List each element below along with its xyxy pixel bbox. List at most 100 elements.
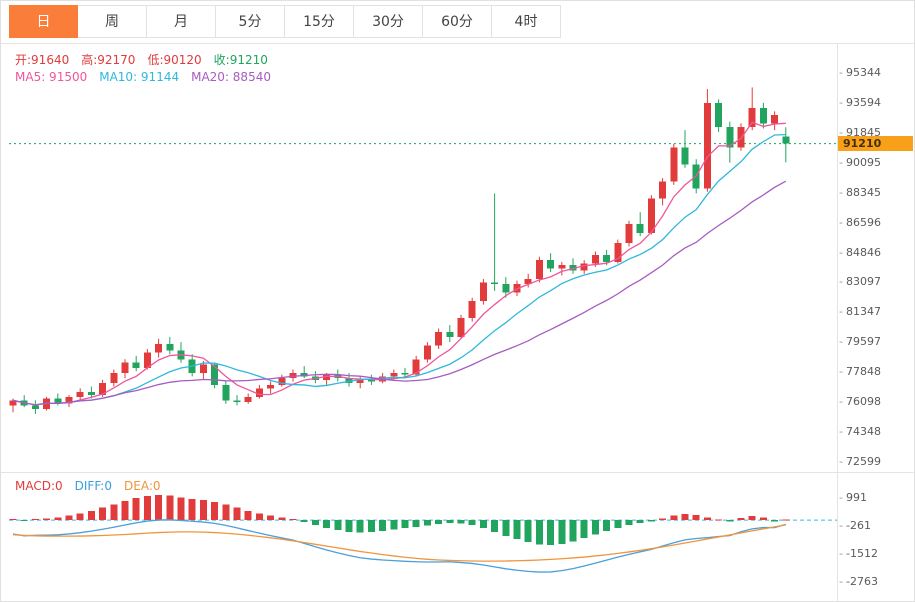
tab-timeframe-7[interactable]: 4时 — [492, 5, 561, 38]
macd-bar-46 — [524, 520, 532, 543]
tabbar-divider — [1, 43, 914, 44]
price-axis-label-7: -83097 — [839, 275, 881, 288]
candle-body-4 — [54, 398, 62, 404]
candle-body-27 — [311, 376, 319, 380]
price-axis-label-8-value: 81347 — [845, 305, 881, 319]
price-axis-label-1: -93594 — [839, 96, 881, 109]
candle-body-44 — [502, 284, 510, 293]
candle-body-38 — [435, 331, 443, 346]
tab-timeframe-1[interactable]: 周 — [78, 5, 147, 38]
macd-bar-26 — [300, 520, 308, 522]
macd-bar-41 — [468, 520, 476, 526]
macd-bar-21 — [244, 510, 252, 521]
macd-bar-56 — [636, 520, 644, 524]
macd-bar-12 — [143, 496, 151, 521]
macd-bar-15 — [177, 497, 185, 521]
candle-body-17 — [199, 364, 207, 373]
candle-body-57 — [647, 198, 655, 233]
macd-bar-23 — [267, 515, 275, 521]
macd-macd: MACD:0 — [15, 479, 63, 493]
candle-body-23 — [267, 384, 275, 389]
candle-body-36 — [412, 359, 420, 375]
axis-tick: - — [839, 335, 843, 349]
candle-body-56 — [636, 224, 644, 233]
timeframe-tabbar: 日周月 5分 15分 30分 60分 4时 — [9, 5, 561, 38]
axis-tick: - — [839, 185, 843, 199]
price-axis-label-13-value: 72599 — [845, 454, 881, 468]
macd-bar-3 — [43, 518, 51, 521]
candle-body-59 — [670, 147, 678, 182]
candle-body-13 — [155, 343, 163, 353]
ma-ma20: MA20: 88540 — [191, 70, 271, 84]
candle-body-6 — [76, 391, 84, 397]
macd-bar-52 — [591, 520, 599, 535]
candle-body-61 — [692, 164, 700, 189]
macd-bar-50 — [569, 520, 577, 542]
price-axis-label-9: -79597 — [839, 335, 881, 348]
candle-body-54 — [614, 243, 622, 262]
macd-axis-label-2-value: -1512 — [845, 547, 878, 560]
axis-tick: - — [839, 66, 843, 79]
macd-bar-59 — [670, 515, 678, 521]
candle-body-14 — [166, 343, 174, 351]
candle-body-0 — [9, 400, 17, 406]
candle-body-68 — [771, 114, 779, 124]
axis-tick: - — [839, 575, 843, 588]
tab-timeframe-0[interactable]: 日 — [9, 5, 78, 38]
tab-timeframe-4[interactable]: 15分 — [285, 5, 354, 38]
macd-dea: DEA:0 — [124, 479, 161, 493]
macd-readout: MACD:0 DIFF:0 DEA:0 — [15, 479, 173, 493]
candle-body-47 — [535, 260, 543, 279]
price-axis-label-7-value: 83097 — [845, 275, 881, 289]
ohlc-readout: 开:91640 高:92170 低:90120 收:91210 — [15, 51, 280, 68]
macd-bar-66 — [748, 516, 756, 521]
ohlc-low: 低:90120 — [147, 53, 202, 67]
macd-bar-45 — [513, 520, 521, 540]
price-axis-label-13: -72599 — [839, 455, 881, 468]
candle-body-52 — [591, 254, 599, 264]
macd-bar-1 — [20, 520, 28, 522]
price-axis-label-2: -91845 — [839, 126, 881, 139]
macd-bar-7 — [87, 510, 95, 521]
macd-bar-14 — [166, 495, 174, 521]
ma10-line — [12, 133, 786, 406]
candle-body-55 — [625, 224, 633, 244]
candle-body-34 — [390, 372, 398, 377]
axis-tick: - — [839, 155, 843, 169]
candle-body-53 — [603, 254, 611, 262]
macd-bar-17 — [199, 500, 207, 521]
panel-divider — [1, 472, 914, 473]
ma20-line — [12, 180, 787, 406]
macd-bar-43 — [491, 520, 499, 532]
candle-body-51 — [580, 263, 588, 271]
candle-body-37 — [423, 345, 431, 360]
macd-bar-61 — [692, 515, 700, 521]
macd-bar-63 — [715, 519, 723, 521]
candle-body-24 — [278, 378, 286, 385]
axis-tick: - — [839, 491, 843, 504]
price-axis-label-0-value: 95344 — [845, 66, 881, 79]
candle-body-45 — [513, 284, 521, 293]
candle-body-64 — [726, 126, 734, 148]
candle-body-9 — [110, 372, 118, 384]
axis-tick: - — [839, 245, 843, 259]
tab-timeframe-3[interactable]: 5分 — [216, 5, 285, 38]
candle-body-3 — [43, 398, 51, 409]
tab-timeframe-2[interactable]: 月 — [147, 5, 216, 38]
ohlc-open: 开:91640 — [15, 53, 70, 67]
macd-bar-29 — [334, 520, 342, 531]
tab-timeframe-5[interactable]: 30分 — [354, 5, 423, 38]
tab-timeframe-6[interactable]: 60分 — [423, 5, 492, 38]
macd-bar-34 — [390, 520, 398, 530]
price-axis-label-4: -88345 — [839, 186, 881, 199]
candle-body-16 — [188, 359, 196, 373]
macd-bar-64 — [726, 520, 734, 522]
candle-body-29 — [334, 374, 342, 379]
price-axis-label-2-value: 91845 — [845, 125, 881, 139]
axis-tick: - — [839, 305, 843, 319]
candle-body-35 — [401, 372, 409, 375]
candle-body-32 — [367, 379, 375, 382]
macd-bar-49 — [558, 520, 566, 544]
macd-bar-48 — [547, 520, 555, 546]
